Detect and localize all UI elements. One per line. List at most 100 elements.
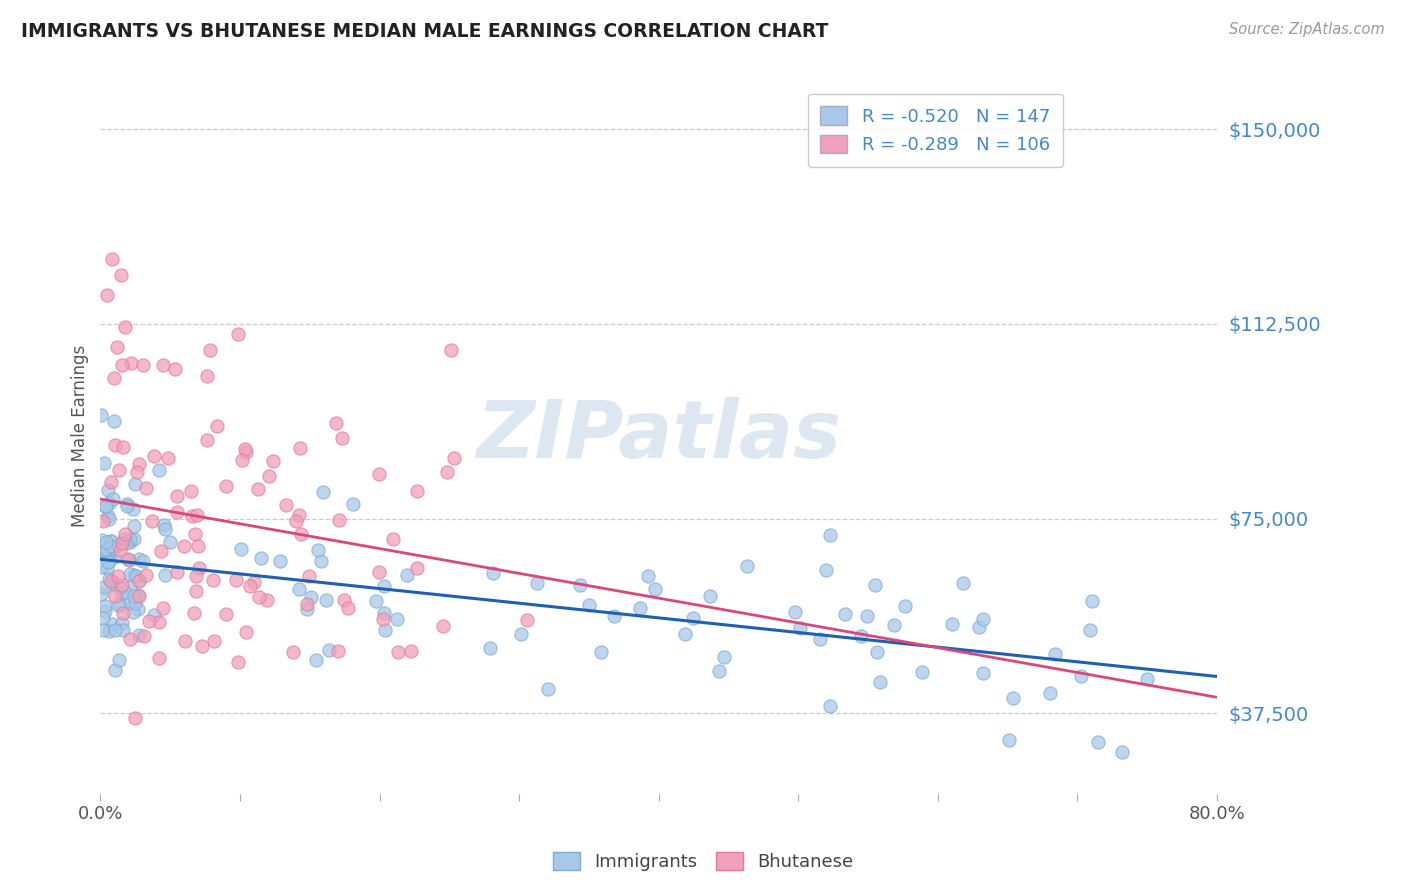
Point [231,453,253,467]
Point [103,549,125,564]
Point [112,623,135,637]
Point [297,602,319,616]
Point [121,605,143,619]
Point [436,465,458,479]
Point [1039,685,1062,699]
Point [215,478,238,492]
Text: IMMIGRANTS VS BHUTANESE MEDIAN MALE EARNINGS CORRELATION CHART: IMMIGRANTS VS BHUTANESE MEDIAN MALE EARN… [21,22,828,41]
Point [998,733,1021,747]
Point [509,627,531,641]
Point [117,596,139,610]
Point [373,612,395,626]
Point [97,555,120,569]
Point [1081,594,1104,608]
Point [309,554,332,568]
Point [142,607,165,622]
Point [191,640,214,654]
Point [117,497,139,511]
Text: Source: ZipAtlas.com: Source: ZipAtlas.com [1229,22,1385,37]
Point [100,475,122,489]
Point [138,614,160,628]
Point [288,508,311,522]
Point [290,527,312,541]
Point [90,560,112,574]
Point [815,563,838,577]
Point [288,441,311,455]
Point [735,559,758,574]
Point [856,608,879,623]
Point [98,496,121,510]
Point [967,620,990,634]
Point [865,645,887,659]
Point [894,599,917,613]
Point [399,644,422,658]
Point [127,602,149,616]
Point [128,574,150,588]
Point [128,457,150,471]
Point [235,444,257,458]
Point [288,582,311,596]
Point [783,605,806,619]
Point [315,592,337,607]
Point [152,358,174,372]
Point [101,575,124,590]
Point [127,588,149,602]
Point [118,532,141,546]
Point [132,554,155,568]
Point [243,575,266,590]
Point [1136,672,1159,686]
Point [432,619,454,633]
Point [104,663,127,677]
Point [368,467,391,482]
Point [100,534,122,549]
Point [225,573,247,587]
Point [235,625,257,640]
Point [849,629,872,643]
Point [91,514,114,528]
Point [105,340,128,354]
Point [478,640,501,655]
Point [135,482,157,496]
Point [589,645,612,659]
Point [101,539,124,553]
Point [709,664,731,678]
Point [274,499,297,513]
Point [128,552,150,566]
Point [373,606,395,620]
Point [111,578,134,592]
Point [1087,734,1109,748]
Point [118,632,141,647]
Point [578,599,600,613]
Point [180,483,202,498]
Point [107,463,129,477]
Point [93,599,115,614]
Point [120,356,142,370]
Point [186,508,208,522]
Point [111,586,134,600]
Point [101,491,124,506]
Point [202,634,225,648]
Point [104,623,127,637]
Point [128,628,150,642]
Point [91,533,114,548]
Point [910,665,932,680]
Point [110,268,132,282]
Point [326,644,349,658]
Point [108,580,131,594]
Point [128,574,150,589]
Point [150,544,173,558]
Point [516,613,538,627]
Point [148,463,170,477]
Point [385,612,408,626]
Point [184,527,207,541]
Point [103,541,125,556]
Point [141,514,163,528]
Point [249,550,271,565]
Point [820,698,842,713]
Point [180,509,202,524]
Point [229,542,252,557]
Point [107,598,129,612]
Point [94,545,117,559]
Point [173,539,195,553]
Point [333,592,356,607]
